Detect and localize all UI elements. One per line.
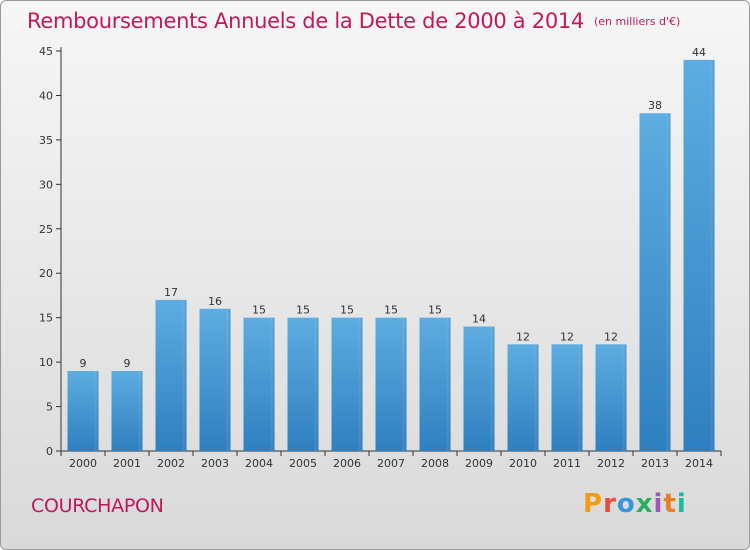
chart-bars [67, 59, 715, 452]
chart-title-text: Remboursements Annuels de la Dette de 20… [27, 9, 584, 33]
bar-value-label: 15 [428, 304, 442, 317]
bar-shade-2003 [199, 308, 231, 451]
x-tick-label: 2008 [421, 457, 449, 470]
logo-letter: r [603, 489, 617, 519]
bar-shade-2012 [595, 344, 627, 451]
bar-value-label: 12 [516, 330, 530, 343]
bar-shade-2010 [507, 344, 539, 451]
y-tick-label: 15 [39, 312, 53, 325]
bar-value-label: 12 [560, 330, 574, 343]
y-tick-label: 20 [39, 267, 53, 280]
y-tick-label: 30 [39, 178, 53, 191]
bar-value-label: 38 [648, 99, 662, 112]
bar-shade-2000 [67, 371, 99, 451]
logo-letter: P [583, 489, 604, 519]
bar-value-label: 9 [124, 357, 131, 370]
y-tick-label: 45 [39, 45, 53, 58]
bar-value-label: 15 [252, 304, 266, 317]
logo-letter: t [663, 489, 677, 519]
y-tick-label: 35 [39, 134, 53, 147]
bar-value-label: 15 [340, 304, 354, 317]
y-tick-label: 25 [39, 223, 53, 236]
logo-letter: x [635, 489, 654, 519]
x-tick-label: 2014 [685, 457, 713, 470]
x-tick-label: 2003 [201, 457, 229, 470]
x-tick-label: 2004 [245, 457, 273, 470]
bar-shade-2005 [287, 317, 319, 451]
x-tick-label: 2006 [333, 457, 361, 470]
bar-shade-2002 [155, 299, 187, 451]
y-tick-label: 10 [39, 356, 53, 369]
logo-letter: o [616, 489, 636, 519]
bar-shade-2001 [111, 371, 143, 451]
x-tick-label: 2010 [509, 457, 537, 470]
bar-value-label: 16 [208, 295, 222, 308]
bar-shade-2006 [331, 317, 363, 451]
x-tick-label: 2012 [597, 457, 625, 470]
x-tick-label: 2000 [69, 457, 97, 470]
proxiti-logo: Proxiti [583, 489, 687, 519]
chart-unit: (en milliers d'€) [594, 15, 681, 28]
y-tick-label: 0 [46, 445, 53, 458]
x-tick-label: 2001 [113, 457, 141, 470]
x-tick-label: 2013 [641, 457, 669, 470]
chart-value-labels: 9 2000 9 2001 17 2002 16 2003 15 2004 15 2005 15 2006… [69, 46, 713, 470]
x-tick-label: 2011 [553, 457, 581, 470]
bar-value-label: 15 [384, 304, 398, 317]
y-tick-label: 40 [39, 89, 53, 102]
logo-letter: i [676, 489, 687, 519]
bar-shade-2009 [463, 326, 495, 451]
logo-letter: i [653, 489, 664, 519]
bar-value-label: 14 [472, 313, 486, 326]
bar-shade-2008 [419, 317, 451, 451]
x-tick-label: 2002 [157, 457, 185, 470]
x-tick-label: 2005 [289, 457, 317, 470]
bar-value-label: 12 [604, 330, 618, 343]
x-tick-label: 2007 [377, 457, 405, 470]
chart-title: Remboursements Annuels de la Dette de 20… [27, 9, 680, 33]
commune-name: COURCHAPON [31, 495, 164, 517]
y-tick-label: 5 [46, 401, 53, 414]
bar-shade-2011 [551, 344, 583, 451]
bar-value-label: 44 [692, 46, 706, 59]
bar-shade-2014 [683, 59, 715, 452]
bar-shade-2007 [375, 317, 407, 451]
bar-shade-2004 [243, 317, 275, 451]
bar-value-label: 9 [80, 357, 87, 370]
bar-value-label: 15 [296, 304, 310, 317]
x-tick-label: 2009 [465, 457, 493, 470]
bar-value-label: 17 [164, 286, 178, 299]
bar-shade-2013 [639, 113, 671, 451]
